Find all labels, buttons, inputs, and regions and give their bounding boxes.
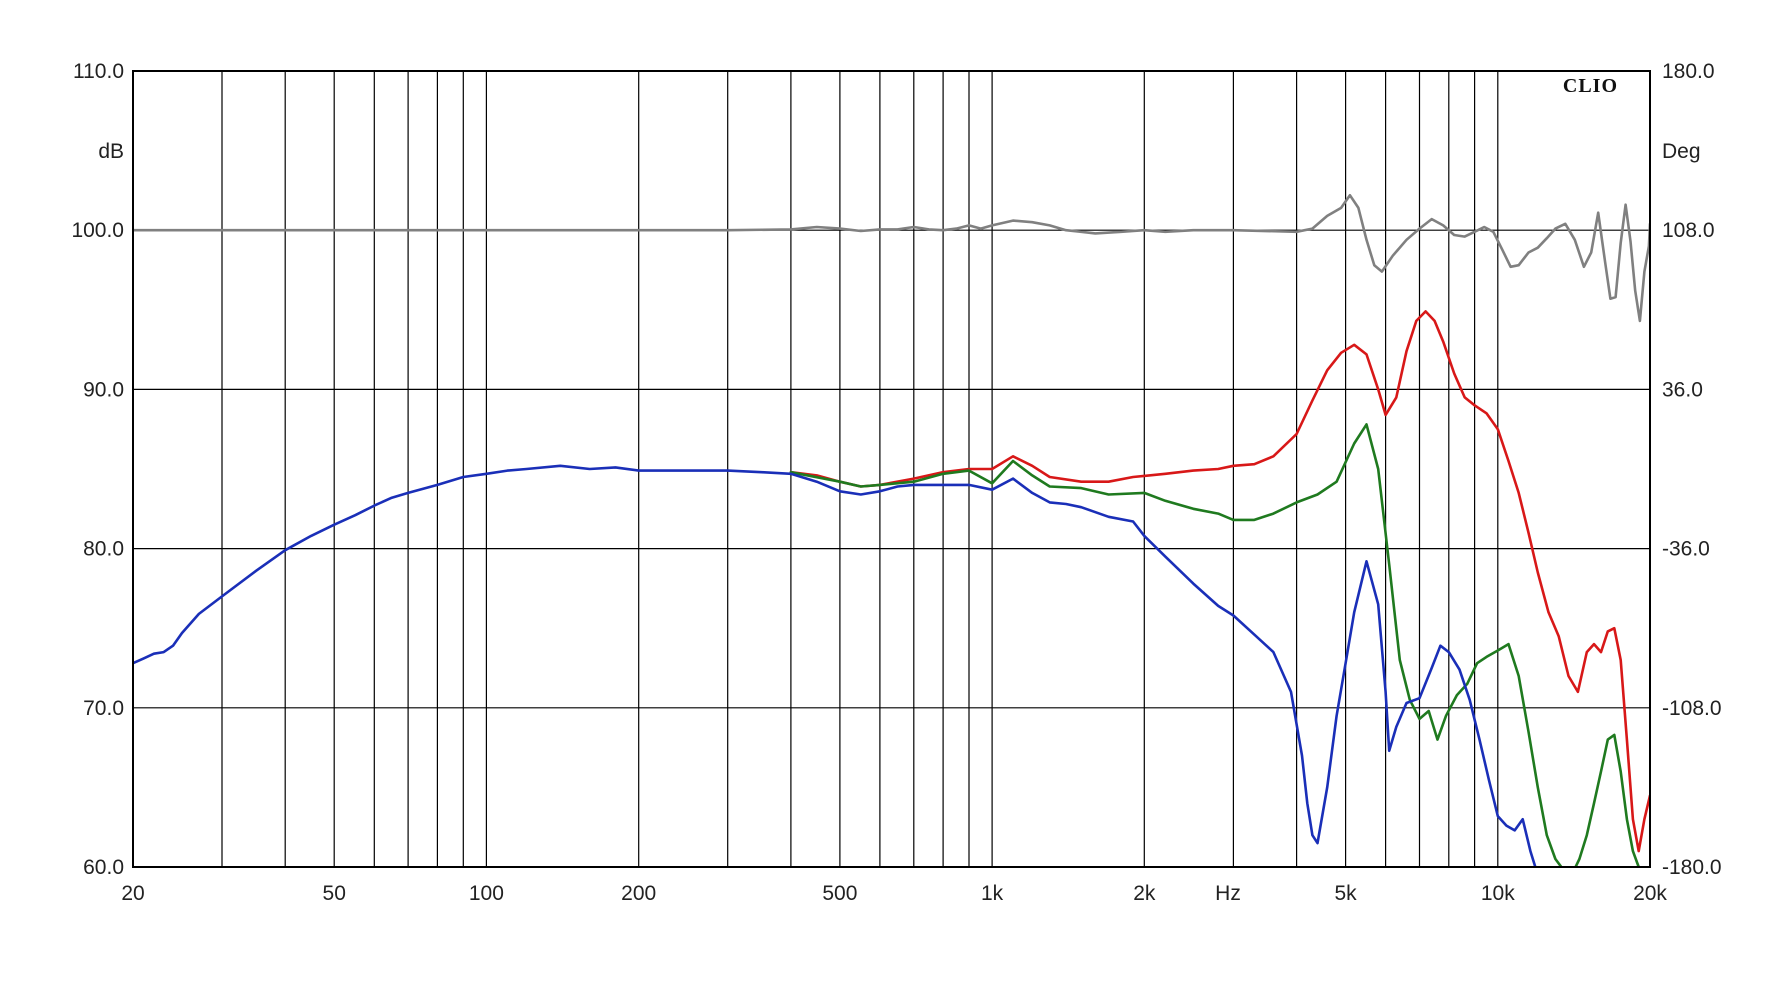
y-left-tick-label-4: 70.0: [83, 697, 124, 720]
x-unit-label: Hz: [1215, 882, 1241, 905]
series-line-1: [789, 310, 1650, 853]
y-left-tick-label-1: 100.0: [71, 219, 124, 242]
y-left-tick-label-5: 60.0: [83, 856, 124, 879]
series-line-3: [133, 464, 1537, 867]
x-tick-label-7: 5k: [1335, 882, 1358, 905]
x-tick-label-8: 10k: [1481, 882, 1515, 905]
grid: [133, 70, 1650, 868]
series-line-0: [133, 193, 1650, 323]
y-left-tick-label-0: 110.0: [73, 60, 124, 83]
y-right-tick-label-3: -36.0: [1662, 538, 1710, 561]
axis-labels: dB Deg Hz CLIO 20 50 100 200 500 1k 2k 5k 10k 20k…: [71, 60, 1721, 905]
y-right-tick-label-0: 180.0: [1662, 60, 1715, 83]
x-tick-label-3: 200: [621, 882, 656, 905]
x-tick-label-2: 100: [469, 882, 504, 905]
x-tick-label-9: 20k: [1633, 882, 1667, 905]
x-tick-label-0: 20: [121, 882, 144, 905]
left-unit-label: dB: [98, 140, 124, 163]
y-right-tick-label-1: 108.0: [1662, 219, 1715, 242]
y-left-tick-label-3: 80.0: [83, 538, 124, 561]
clio-brand-label: CLIO: [1563, 75, 1618, 97]
y-right-tick-label-5: -180.0: [1662, 856, 1722, 879]
x-tick-label-1: 50: [323, 882, 346, 905]
x-tick-label-4: 500: [822, 882, 857, 905]
right-unit-label: Deg: [1662, 140, 1701, 163]
plot-frame: [132, 70, 1651, 868]
x-tick-label-6: 2k: [1133, 882, 1156, 905]
series-line-2: [789, 423, 1640, 867]
y-left-tick-label-2: 90.0: [83, 378, 124, 401]
y-right-tick-label-4: -108.0: [1662, 697, 1722, 720]
y-right-tick-label-2: 36.0: [1662, 378, 1703, 401]
x-tick-label-5: 1k: [981, 882, 1004, 905]
traces: [133, 193, 1650, 867]
